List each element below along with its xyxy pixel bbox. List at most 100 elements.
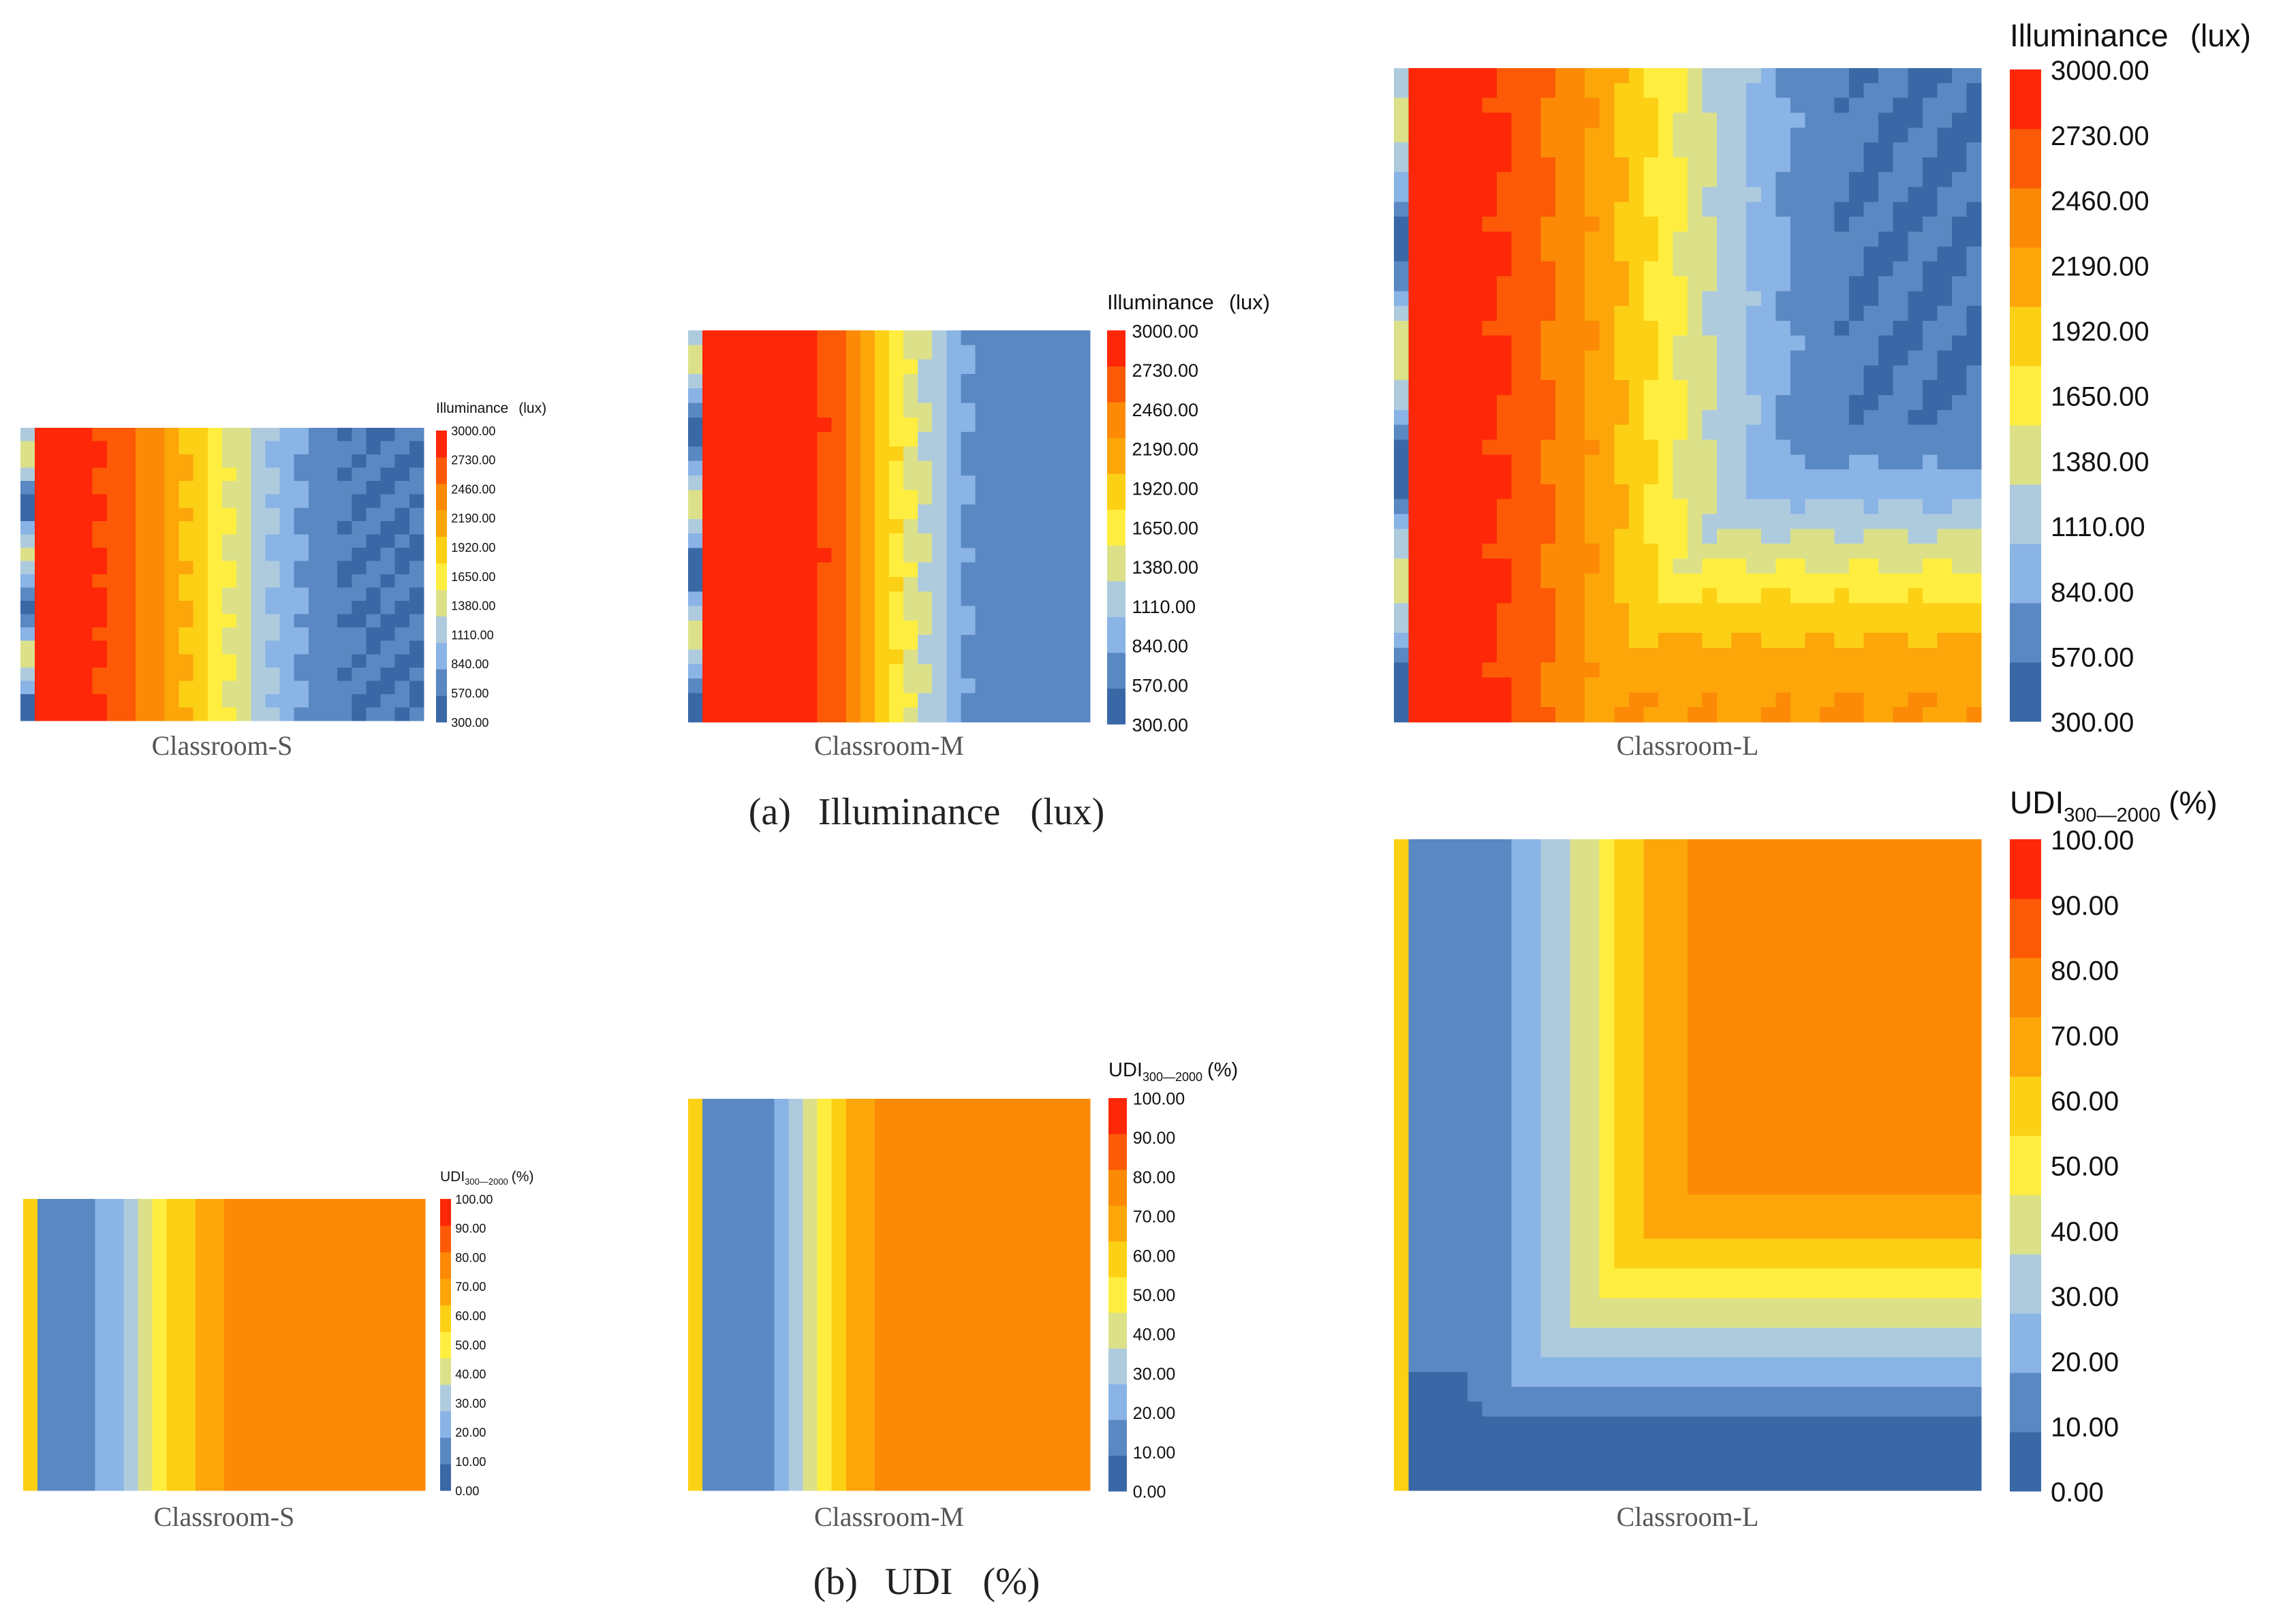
heatmap-cell: [1408, 928, 1424, 943]
heatmap-cell: [1643, 127, 1659, 143]
heatmap-cell: [975, 693, 991, 708]
heatmap-cell: [1805, 82, 1820, 99]
heatmap-cell: [946, 460, 961, 476]
colorbar-tick-label: 840.00: [2051, 578, 2134, 608]
heatmap-cell: [1061, 606, 1076, 621]
heatmap-cell: [1819, 172, 1835, 188]
heatmap-cell: [1760, 869, 1776, 884]
heatmap-cell: [1570, 484, 1585, 500]
heatmap-cell: [1423, 306, 1439, 322]
heatmap-cell: [150, 587, 166, 602]
heatmap-cell: [918, 1345, 933, 1360]
heatmap-cell: [702, 620, 717, 636]
heatmap-cell: [1760, 928, 1776, 943]
heatmap-cell: [1046, 1157, 1062, 1172]
heatmap-cell: [224, 1265, 239, 1279]
heatmap-cell: [337, 547, 352, 562]
heatmap-cell: [1746, 559, 1762, 574]
heatmap-cell: [1555, 439, 1571, 455]
heatmap-cell: [731, 1403, 746, 1419]
heatmap-cell: [1908, 707, 1923, 723]
heatmap-cell: [1525, 484, 1542, 500]
heatmap-cell: [1408, 395, 1424, 411]
heatmap-cell: [1570, 291, 1585, 307]
heatmap-cell: [1482, 439, 1497, 455]
heatmap-cell: [889, 373, 904, 389]
heatmap-cell: [95, 1199, 110, 1213]
heatmap-cell: [1496, 884, 1512, 899]
heatmap-cell: [845, 1360, 861, 1375]
heatmap-cell: [1525, 335, 1542, 352]
heatmap-cell: [1482, 202, 1497, 217]
heatmap-cell: [1585, 187, 1600, 202]
heatmap-cell: [323, 547, 338, 562]
heatmap-cell: [1688, 217, 1703, 232]
heatmap-cell: [975, 1157, 991, 1172]
heatmap-cell: [251, 587, 266, 602]
heatmap-cell: [1643, 499, 1659, 515]
heatmap-cell: [817, 693, 833, 708]
heatmap-cell: [394, 507, 410, 522]
heatmap-cell: [702, 606, 717, 621]
heatmap-cell: [1717, 514, 1733, 529]
heatmap-cell: [253, 1477, 268, 1491]
heatmap-cell: [324, 1212, 340, 1226]
heatmap-cell: [717, 460, 732, 476]
heatmap-cell: [106, 441, 122, 455]
heatmap-cell: [23, 1371, 38, 1385]
heatmap-cell: [918, 490, 933, 505]
heatmap-cell: [1570, 142, 1585, 158]
heatmap-cell: [1394, 187, 1410, 202]
heatmap-cell: [1032, 475, 1048, 490]
heatmap-cell: [874, 606, 890, 621]
heatmap-cell: [760, 548, 775, 563]
heatmap-cell: [788, 1157, 804, 1172]
heatmap-cell: [1032, 388, 1048, 404]
heatmap-cell: [788, 446, 804, 462]
heatmap-cell: [238, 1424, 253, 1438]
heatmap-cell: [209, 1238, 225, 1253]
heatmap-cell: [1834, 172, 1850, 188]
heatmap-cell: [1585, 261, 1600, 277]
heatmap-cell: [92, 428, 108, 442]
heatmap-cell: [1555, 898, 1571, 914]
heatmap-cell: [1075, 359, 1091, 375]
heatmap-cell: [1585, 82, 1600, 99]
heatmap-cell: [1951, 127, 1968, 143]
heatmap-cell: [1951, 898, 1968, 914]
heatmap-cell: [717, 1113, 732, 1129]
heatmap-cell: [1717, 529, 1733, 544]
heatmap-cell: [1966, 350, 1982, 366]
heatmap-cell: [366, 693, 382, 708]
heatmap-cell: [860, 446, 875, 462]
heatmap-cell: [975, 1316, 991, 1332]
heatmap-cell: [1540, 928, 1556, 943]
heatmap-cell: [1438, 854, 1453, 870]
heatmap-cell: [1061, 345, 1076, 360]
heatmap-cell: [366, 614, 382, 628]
heatmap-cell: [1453, 365, 1468, 381]
heatmap-cell: [1496, 633, 1512, 649]
heatmap-cell: [20, 574, 35, 589]
heatmap-cell: [1951, 588, 1968, 604]
heatmap-cell: [1688, 499, 1703, 515]
heatmap-cell: [1585, 928, 1600, 943]
colorbar-tick-label: 3000.00: [451, 424, 495, 438]
heatmap-cell: [874, 707, 890, 723]
heatmap-cell: [1614, 232, 1630, 247]
heatmap-cell: [1805, 618, 1820, 634]
heatmap-cell: [702, 533, 717, 549]
heatmap-cell: [1658, 246, 1674, 262]
heatmap-cell: [1775, 97, 1791, 114]
heatmap-cell: [1966, 306, 1982, 322]
heatmap-cell: [1585, 603, 1600, 619]
heatmap-cell: [1453, 276, 1468, 292]
heatmap-cell: [1423, 335, 1439, 352]
heatmap-cell: [702, 1302, 717, 1317]
heatmap-cell: [889, 1185, 904, 1201]
heatmap-cell: [409, 561, 424, 575]
heatmap-cell: [1061, 1243, 1076, 1259]
heatmap-cell: [860, 432, 875, 447]
colorbar: 0.0010.0020.0030.0040.0050.0060.0070.008…: [1108, 1090, 1185, 1502]
heatmap-cell: [1061, 620, 1076, 636]
